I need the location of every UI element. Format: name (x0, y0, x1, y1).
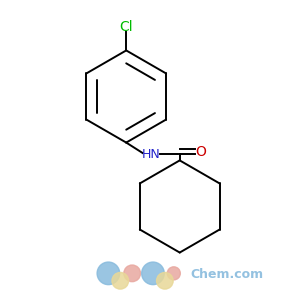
Circle shape (124, 265, 140, 282)
Circle shape (142, 262, 164, 285)
Text: O: O (195, 145, 206, 159)
Text: HN: HN (142, 148, 161, 161)
Text: Chem.com: Chem.com (191, 268, 264, 281)
Circle shape (97, 262, 120, 285)
Circle shape (167, 267, 180, 280)
Text: Cl: Cl (119, 20, 133, 34)
Circle shape (112, 272, 129, 289)
Circle shape (157, 272, 173, 289)
